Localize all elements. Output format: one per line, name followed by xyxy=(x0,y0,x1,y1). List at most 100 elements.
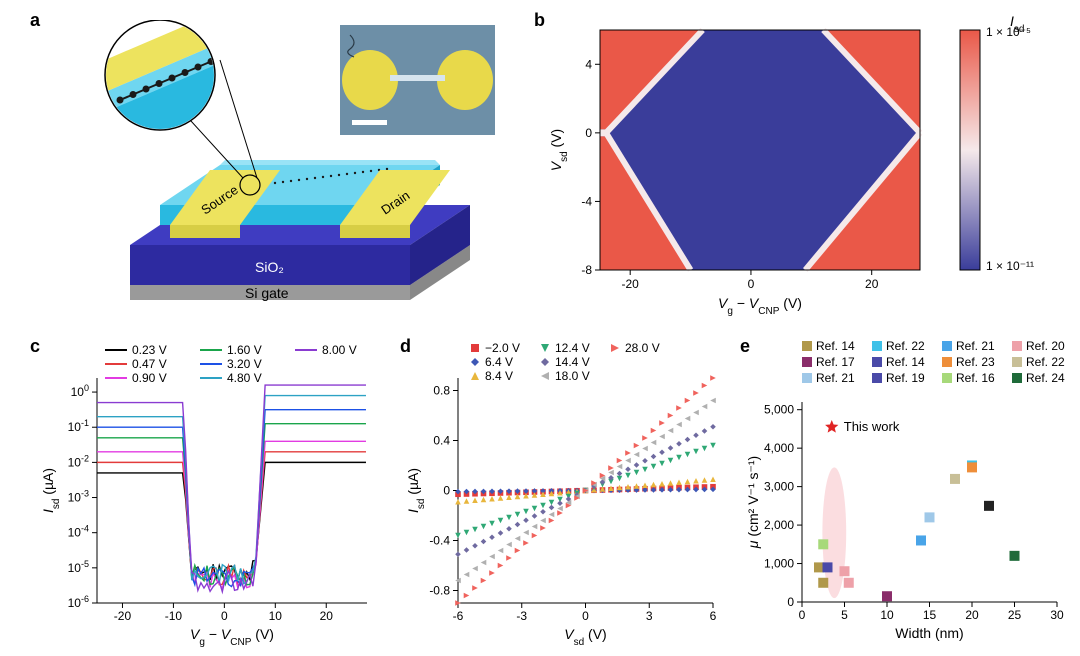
series-line xyxy=(97,462,366,581)
legend-item: 0.47 V xyxy=(132,357,167,371)
legend-item: 14.4 V xyxy=(555,355,590,369)
svg-text:0: 0 xyxy=(221,609,228,623)
svg-text:-0.8: -0.8 xyxy=(429,584,450,598)
panel-a-schematic: SourceDrainSiO₂Si gate xyxy=(40,20,510,330)
svg-text:100: 100 xyxy=(71,383,89,399)
svg-text:10-1: 10-1 xyxy=(68,418,89,434)
legend-item: Ref. 14 xyxy=(886,355,925,369)
ref-point xyxy=(984,501,994,511)
legend-item: 12.4 V xyxy=(555,341,590,355)
sio2-label: SiO₂ xyxy=(255,259,284,275)
legend-item: Ref. 23 xyxy=(956,355,995,369)
ref-point xyxy=(967,462,977,472)
svg-text:10-6: 10-6 xyxy=(68,594,89,610)
colorbar xyxy=(960,30,980,270)
svg-text:-4: -4 xyxy=(581,194,592,208)
legend-item: 0.23 V xyxy=(132,343,167,357)
svg-text:20: 20 xyxy=(320,609,334,623)
svg-text:1,000: 1,000 xyxy=(764,557,794,571)
panel-label-a: a xyxy=(30,10,40,31)
svg-text:10-2: 10-2 xyxy=(68,453,89,469)
svg-text:10-5: 10-5 xyxy=(68,559,89,575)
svg-text:10-4: 10-4 xyxy=(68,524,89,540)
legend-item: −2.0 V xyxy=(485,341,520,355)
this-work-label: This work xyxy=(844,419,900,434)
legend-item: Ref. 20 xyxy=(1026,339,1065,353)
legend-item: 18.0 V xyxy=(555,369,590,383)
svg-text:5: 5 xyxy=(841,608,848,622)
legend-item: 8.00 V xyxy=(322,343,357,357)
ref-point xyxy=(840,566,850,576)
svg-text:10: 10 xyxy=(269,609,283,623)
svg-text:6: 6 xyxy=(710,609,717,623)
panel-e-chart: 0 5 10 15 20 25 30 0 1,000 2,000 3,000 4,000 5,000 Th… xyxy=(740,336,1080,656)
svg-text:25: 25 xyxy=(1008,608,1022,622)
legend-item: Ref. 19 xyxy=(886,371,925,385)
panel-e-xlabel: Width (nm) xyxy=(895,625,963,641)
svg-text:10-3: 10-3 xyxy=(68,489,89,505)
svg-text:0: 0 xyxy=(443,484,450,498)
ref-point xyxy=(950,474,960,484)
legend-item: Ref. 14 xyxy=(816,339,855,353)
svg-text:3,000: 3,000 xyxy=(764,480,794,494)
svg-text:4,000: 4,000 xyxy=(764,441,794,455)
svg-text:5,000: 5,000 xyxy=(764,403,794,417)
legend-item: Ref. 17 xyxy=(816,355,855,369)
svg-text:-10: -10 xyxy=(165,609,183,623)
legend-item: Ref. 21 xyxy=(956,339,995,353)
legend-item: 6.4 V xyxy=(485,355,513,369)
panel-e-ylabel: μ (cm² V⁻¹ s⁻¹) xyxy=(745,456,761,549)
sem-inset xyxy=(340,25,495,135)
panel-c-ylabel: Isd (µA) xyxy=(40,468,62,513)
svg-text:-20: -20 xyxy=(622,277,640,291)
ref-point xyxy=(844,578,854,588)
legend-item: Ref. 16 xyxy=(956,371,995,385)
svg-text:2,000: 2,000 xyxy=(764,518,794,532)
svg-text:0: 0 xyxy=(582,609,589,623)
svg-text:-3: -3 xyxy=(516,609,527,623)
svg-text:-8: -8 xyxy=(581,263,592,277)
legend-item: 4.80 V xyxy=(227,371,262,385)
svg-text:0.8: 0.8 xyxy=(433,384,450,398)
panel-d-xlabel: Vsd (V) xyxy=(564,626,606,648)
svg-text:-20: -20 xyxy=(114,609,132,623)
panel-b-ylabel: Vsd (V) xyxy=(548,129,570,171)
svg-text:4: 4 xyxy=(585,57,592,71)
series-line xyxy=(97,452,366,585)
panel-d-chart: -6-3036-0.8-0.400.40.8Vsd (V)Isd (µA)−2.… xyxy=(400,336,740,656)
panel-label-b: b xyxy=(534,10,545,31)
ref-point xyxy=(818,578,828,588)
legend-item: Ref. 21 xyxy=(816,371,855,385)
svg-text:20: 20 xyxy=(965,608,979,622)
panel-c-xlabel: Vg − VCNP (V) xyxy=(190,626,274,648)
svg-text:-0.4: -0.4 xyxy=(429,534,450,548)
ref-point xyxy=(823,562,833,572)
svg-text:0: 0 xyxy=(787,595,794,609)
legend-item: Ref. 22 xyxy=(1026,355,1065,369)
legend-item: 1.60 V xyxy=(227,343,262,357)
ref-point xyxy=(916,535,926,545)
svg-text:20: 20 xyxy=(865,277,879,291)
svg-text:-6: -6 xyxy=(453,609,464,623)
svg-text:3: 3 xyxy=(646,609,653,623)
legend-item: 28.0 V xyxy=(625,341,660,355)
this-work-star xyxy=(825,420,838,433)
svg-text:0: 0 xyxy=(585,126,592,140)
gate-label: Si gate xyxy=(245,285,289,301)
legend-item: Ref. 22 xyxy=(886,339,925,353)
legend-item: 3.20 V xyxy=(227,357,262,371)
series-line xyxy=(97,424,366,585)
svg-text:0.4: 0.4 xyxy=(433,434,450,448)
legend-item: 0.90 V xyxy=(132,371,167,385)
ref-point xyxy=(1010,551,1020,561)
svg-text:30: 30 xyxy=(1050,608,1064,622)
cbar-tick-low: 1 × 10⁻¹¹ xyxy=(986,259,1034,273)
svg-text:10: 10 xyxy=(880,608,894,622)
legend-item: 8.4 V xyxy=(485,369,513,383)
svg-text:0: 0 xyxy=(799,608,806,622)
scale-bar xyxy=(352,120,387,125)
panel-c-chart: -20 -10 0 10 20 10-6 10-5 10-4 10-3 10-2 10-1 100 Vg… xyxy=(35,336,395,656)
series-line xyxy=(97,410,366,587)
legend-item: Ref. 24 xyxy=(1026,371,1065,385)
svg-text:15: 15 xyxy=(923,608,937,622)
